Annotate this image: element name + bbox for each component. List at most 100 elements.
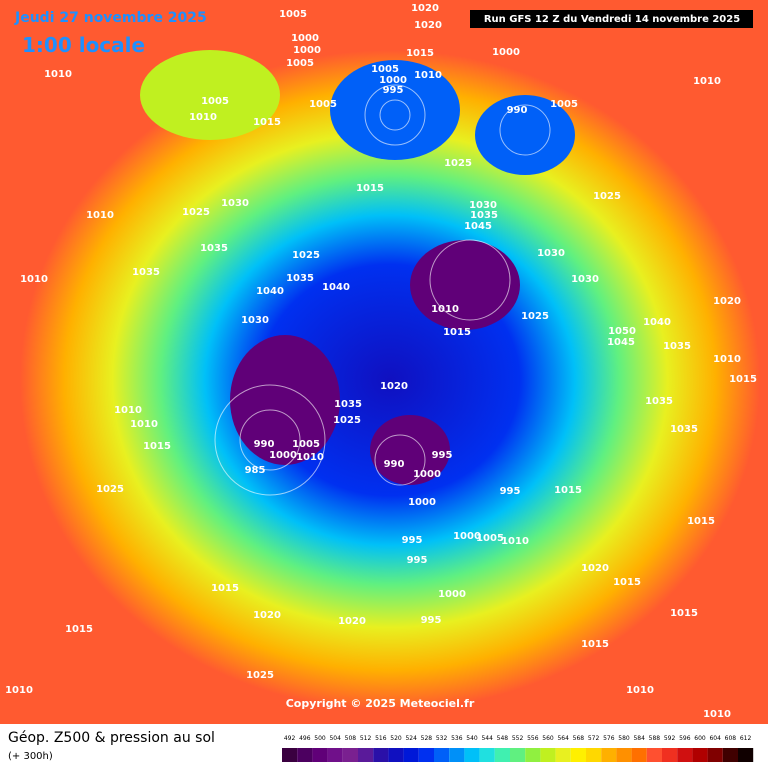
pressure-label: 1015 [211,583,239,594]
pressure-label: 1010 [431,304,459,315]
scale-swatch [388,748,404,762]
pressure-label: 1020 [581,563,609,574]
pressure-label: 1015 [253,117,281,128]
scale-swatch [342,748,358,762]
scale-swatch [586,748,602,762]
run-box [470,10,753,28]
copyright: Copyright © 2025 Meteociel.fr [286,697,475,710]
scale-swatch [282,748,298,762]
color-scale: 492 496 500 504 508 512 516 520 524 528 532 536 540 5… [282,735,754,762]
pressure-label: 1045 [464,221,492,232]
geopotential-field [475,95,575,175]
pressure-label: 1030 [571,274,599,285]
pressure-label: 995 [500,486,521,497]
pressure-label: 1005 [201,96,229,107]
pressure-label: 1015 [554,485,582,496]
pressure-label: 1025 [96,484,124,495]
pressure-label: 1040 [643,317,671,328]
pressure-label: 1020 [411,3,439,14]
scale-swatch [464,748,480,762]
scale-swatch [494,748,510,762]
scale-label: 548 [497,735,509,742]
scale-label: 504 [329,735,341,742]
scale-label: 564 [557,735,569,742]
scale-swatch [510,748,526,762]
scale-label: 512 [360,735,372,742]
scale-swatch [555,748,571,762]
pressure-label: 995 [432,450,453,461]
pressure-label: 1025 [521,311,549,322]
pressure-label: 1025 [246,670,274,681]
scale-swatch [312,748,328,762]
pressure-label: 1000 [291,33,319,44]
scale-swatch [403,748,419,762]
pressure-label: 1015 [670,608,698,619]
scale-label: 536 [451,735,463,742]
scale-swatch [449,748,465,762]
pressure-label: 1025 [333,415,361,426]
pressure-label: 1035 [670,424,698,435]
pressure-label: 990 [384,459,405,470]
scale-label: 596 [679,735,691,742]
scale-label: 576 [603,735,615,742]
pressure-label: 1010 [114,405,142,416]
scale-label: 588 [649,735,661,742]
geopotential-field [410,240,520,330]
pressure-label: 990 [254,439,275,450]
scale-label: 560 [542,735,554,742]
pressure-label: 1025 [444,158,472,169]
scale-label: 540 [466,735,478,742]
scale-swatch [297,748,313,762]
pressure-label: 1020 [414,20,442,31]
pressure-label: 1010 [693,76,721,87]
pressure-label: 1010 [130,419,158,430]
legend-title: Géop. Z500 & pression au sol [8,730,215,746]
pressure-label: 1010 [44,69,72,80]
pressure-label: 1020 [713,296,741,307]
scale-swatch [479,748,495,762]
geopotential-field [140,50,280,140]
scale-swatch [601,748,617,762]
legend-lead: (+ 300h) [8,751,53,762]
pressure-label: 1015 [65,624,93,635]
time: 1:00 locale [22,33,145,57]
pressure-label: 1015 [613,577,641,588]
pressure-label: 1015 [729,374,757,385]
pressure-label: 995 [421,615,442,626]
scale-label: 556 [527,735,539,742]
scale-label: 544 [481,735,493,742]
pressure-label: 1030 [241,315,269,326]
pressure-label: 1030 [537,248,565,259]
pressure-label: 995 [402,535,423,546]
scale-label: 552 [512,735,524,742]
pressure-label: 1020 [253,610,281,621]
pressure-label: 1010 [713,354,741,365]
scale-label: 532 [436,735,448,742]
pressure-label: 1025 [593,191,621,202]
pressure-label: 1005 [286,58,314,69]
date: Jeudi 27 novembre 2025 [14,10,207,26]
pressure-label: 1005 [309,99,337,110]
scale-swatch [722,748,738,762]
scale-label: 592 [664,735,676,742]
scale-label: 500 [314,735,326,742]
scale-swatch [677,748,693,762]
pressure-label: 1010 [414,70,442,81]
pressure-label: 1035 [132,267,160,278]
pressure-label: 1020 [380,381,408,392]
scale-label: 524 [405,735,417,742]
scale-label: 528 [421,735,433,742]
pressure-label: 1045 [607,337,635,348]
pressure-label: 1005 [550,99,578,110]
pressure-label: 1030 [221,198,249,209]
pressure-label: 1010 [626,685,654,696]
pressure-label: 1010 [86,210,114,221]
scale-swatch [738,748,754,762]
pressure-label: 1000 [453,531,481,542]
pressure-label: 1015 [581,639,609,650]
isobars [214,84,551,496]
scale-swatch [373,748,389,762]
scale-label: 604 [709,735,721,742]
pressure-label: 1035 [286,273,314,284]
